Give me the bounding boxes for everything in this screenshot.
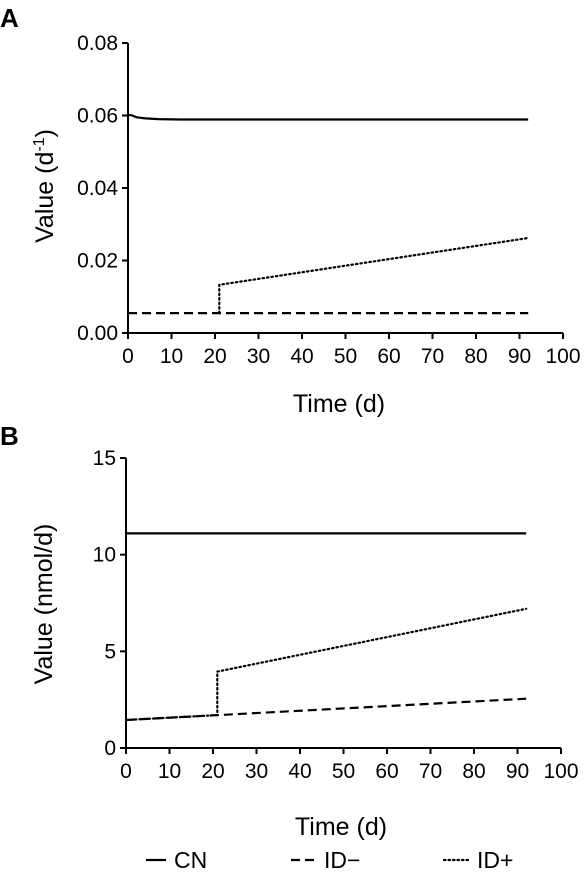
panel-b-x-tick-label: 0	[120, 760, 132, 783]
panel-b-x-tick-label: 20	[201, 760, 224, 783]
panel-b-x-tick-label: 50	[332, 760, 355, 783]
panel-a-y-axis-title-close: )	[31, 129, 59, 137]
panel-b-y-tick-label: 15	[93, 447, 116, 470]
panel-b-x-axis-title: Time (d)	[295, 813, 387, 841]
panel-a-x-tick-label: 60	[377, 345, 400, 368]
legend-item-cn: CN	[146, 847, 207, 873]
panel-a-x-tick-label: 20	[203, 345, 226, 368]
panel-a-y-axis-title-main: Value (d	[31, 152, 59, 243]
panel-b-series	[124, 532, 528, 722]
panel-a-axes	[127, 43, 563, 334]
panel-a-series-dotted-line	[218, 236, 530, 315]
panel-a-ticks: 0 10 20 30 40 50 60 70 80 90 100 0.00 0.02 0.04 0.06 0.…	[77, 32, 580, 368]
panel-b-x-tick-label: 60	[375, 760, 398, 783]
panel-b-y-tick-label: 10	[93, 544, 116, 567]
panel-a-y-axis-title: Value (d-1)	[31, 129, 59, 243]
panel-b-series-dotted-line	[124, 607, 528, 722]
panel-a: A 0 10 20 30 40 50 60 70 80 90 100 0.00 0.02 0.04 0.06…	[0, 3, 581, 418]
panel-b-ticks: 0 10 20 30 40 50 60 70 80 90 100 0 5 10 15	[93, 447, 579, 783]
panel-a-y-tick-label: 0.00	[77, 322, 118, 345]
panel-a-series-solid-line	[127, 113, 529, 121]
panel-b-x-tick-label: 10	[158, 760, 181, 783]
panel-a-y-tick-label: 0.04	[77, 177, 118, 200]
panel-b-x-tick-label: 100	[543, 760, 578, 783]
panel-a-x-tick-label: 100	[545, 345, 580, 368]
panel-a-series	[127, 113, 530, 315]
panel-b-x-tick-label: 70	[419, 760, 442, 783]
legend-label-cn: CN	[174, 847, 207, 873]
panel-b-y-tick-label: 5	[104, 640, 116, 663]
panel-a-x-axis-title: Time (d)	[293, 390, 385, 418]
panel-b-y-axis-title: Value (nmol/d)	[30, 524, 58, 685]
panel-a-x-tick-label: 10	[160, 345, 183, 368]
panel-label-b: B	[0, 421, 19, 451]
panel-a-x-tick-label: 70	[421, 345, 444, 368]
panel-b-x-tick-label: 40	[288, 760, 311, 783]
panel-a-y-tick-label: 0.08	[77, 32, 118, 55]
legend-item-id-plus: ID+	[442, 847, 513, 873]
panel-b-x-tick-label: 90	[506, 760, 529, 783]
legend: CN ID− ID+	[146, 847, 513, 873]
legend-label-id-plus: ID+	[477, 847, 513, 873]
panel-b-y-tick-label: 0	[104, 737, 116, 760]
panel-b-series-dashed-line	[125, 697, 527, 722]
panel-a-x-tick-label: 40	[290, 345, 313, 368]
panel-b-axes	[125, 458, 561, 749]
panel-a-y-tick-label: 0.06	[77, 105, 118, 128]
legend-item-id-minus: ID−	[291, 847, 360, 873]
panel-a-x-tick-label: 90	[508, 345, 531, 368]
panel-a-y-tick-label: 0.02	[77, 250, 118, 273]
panel-a-x-tick-label: 30	[247, 345, 270, 368]
panel-a-x-tick-label: 50	[334, 345, 357, 368]
panel-b-x-tick-label: 80	[462, 760, 485, 783]
panel-a-x-tick-label: 80	[464, 345, 487, 368]
panel-b-x-tick-label: 30	[245, 760, 268, 783]
legend-label-id-minus: ID−	[324, 847, 360, 873]
panel-a-x-tick-label: 0	[122, 345, 134, 368]
panel-a-y-axis-title-superscript: -1	[31, 137, 48, 151]
panel-label-a: A	[0, 3, 19, 33]
